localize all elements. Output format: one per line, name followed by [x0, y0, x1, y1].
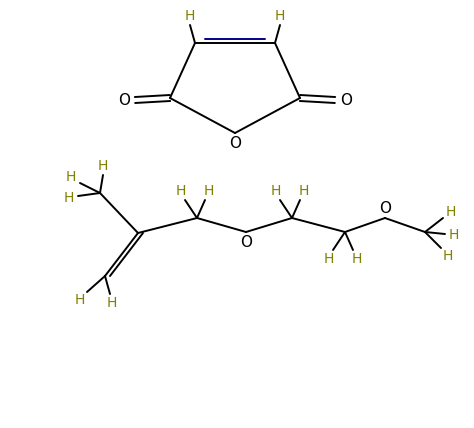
Text: H: H [176, 184, 186, 198]
Text: H: H [443, 249, 453, 263]
Text: H: H [446, 205, 456, 219]
Text: O: O [229, 136, 241, 151]
Text: H: H [204, 184, 214, 198]
Text: O: O [118, 92, 130, 107]
Text: O: O [240, 235, 252, 250]
Text: H: H [64, 191, 74, 205]
Text: H: H [98, 159, 108, 173]
Text: H: H [275, 9, 285, 23]
Text: H: H [299, 184, 309, 198]
Text: O: O [379, 200, 391, 216]
Text: H: H [449, 228, 459, 242]
Text: H: H [324, 252, 334, 266]
Text: H: H [185, 9, 195, 23]
Text: H: H [66, 170, 76, 184]
Text: H: H [107, 296, 117, 310]
Text: H: H [271, 184, 281, 198]
Text: O: O [340, 92, 352, 107]
Text: H: H [352, 252, 362, 266]
Text: H: H [75, 293, 85, 307]
